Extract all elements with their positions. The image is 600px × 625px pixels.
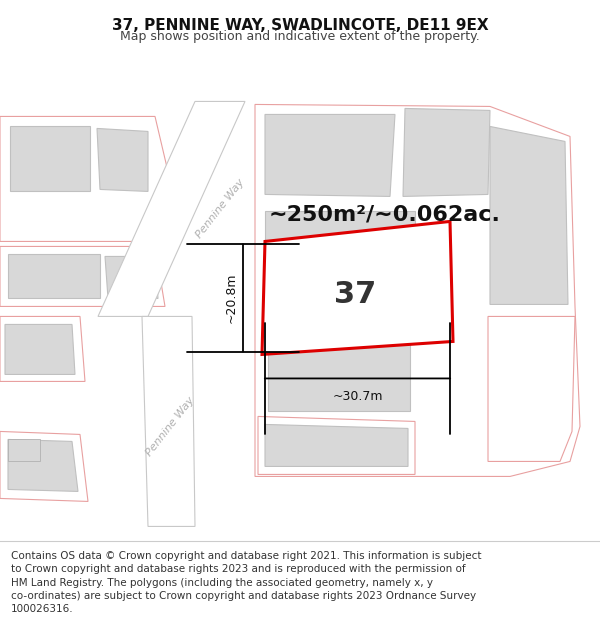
Polygon shape — [265, 424, 408, 466]
Polygon shape — [262, 221, 453, 354]
Polygon shape — [0, 431, 88, 501]
Text: ~30.7m: ~30.7m — [332, 391, 383, 404]
Polygon shape — [98, 101, 245, 316]
Polygon shape — [268, 331, 410, 411]
Polygon shape — [142, 316, 195, 526]
Text: Map shows position and indicative extent of the property.: Map shows position and indicative extent… — [120, 30, 480, 43]
Polygon shape — [5, 324, 75, 374]
Polygon shape — [8, 439, 78, 491]
Polygon shape — [0, 246, 165, 306]
Polygon shape — [255, 104, 580, 476]
Text: Pennine Way: Pennine Way — [144, 395, 196, 458]
Polygon shape — [488, 316, 575, 461]
Polygon shape — [10, 126, 90, 191]
Text: Pennine Way: Pennine Way — [194, 177, 246, 240]
Polygon shape — [8, 439, 40, 461]
Text: ~250m²/~0.062ac.: ~250m²/~0.062ac. — [269, 204, 501, 224]
Text: 37: 37 — [334, 280, 376, 309]
Polygon shape — [265, 114, 395, 196]
Polygon shape — [97, 129, 148, 191]
Text: ~20.8m: ~20.8m — [225, 272, 238, 323]
Polygon shape — [265, 211, 415, 321]
Polygon shape — [0, 316, 85, 381]
Text: Contains OS data © Crown copyright and database right 2021. This information is : Contains OS data © Crown copyright and d… — [11, 551, 481, 614]
Polygon shape — [105, 256, 158, 298]
Text: 37, PENNINE WAY, SWADLINCOTE, DE11 9EX: 37, PENNINE WAY, SWADLINCOTE, DE11 9EX — [112, 18, 488, 32]
Polygon shape — [258, 416, 415, 474]
Polygon shape — [0, 116, 175, 241]
Polygon shape — [490, 126, 568, 304]
Polygon shape — [403, 109, 490, 196]
Polygon shape — [8, 254, 100, 298]
